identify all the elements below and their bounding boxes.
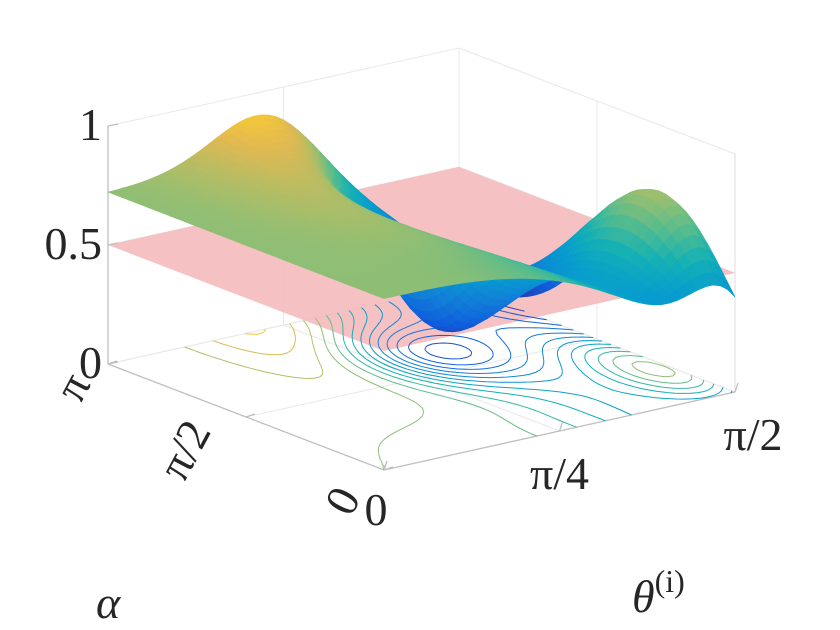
- y-tick-label: 0: [314, 479, 370, 523]
- contour-line: [377, 301, 594, 379]
- x-tick-label: π/2: [723, 409, 782, 460]
- contour-line: [184, 320, 324, 379]
- tick-mark: [383, 466, 394, 471]
- x-axis-label-symbol: θ: [632, 571, 655, 622]
- contour-line: [369, 304, 733, 394]
- tick-mark: [558, 421, 564, 432]
- z-tick-label: 0.5: [45, 218, 103, 269]
- x-tick-label: π/4: [530, 448, 589, 499]
- grid-line: [107, 47, 736, 155]
- y-axis-label: α: [96, 577, 121, 628]
- x-axis-label: θ(i): [632, 563, 685, 622]
- y-tick-label: π/2: [148, 412, 221, 488]
- tick-mark: [107, 242, 119, 246]
- floor-contours: [184, 287, 733, 471]
- tick-mark: [107, 360, 118, 365]
- x-tick-label: 0: [365, 484, 388, 535]
- grid-line: [245, 101, 598, 418]
- surface-patch: [720, 275, 736, 298]
- contour-line: [212, 323, 296, 356]
- contour-line: [360, 307, 724, 416]
- tick-mark: [734, 382, 739, 393]
- tick-mark: [383, 460, 388, 471]
- contour-line: [348, 310, 715, 422]
- surface: [107, 114, 736, 333]
- contour-line: [337, 312, 705, 428]
- axis-labels: α θ(i): [96, 563, 685, 628]
- contour-line: [325, 315, 693, 437]
- contour-line: [244, 328, 267, 335]
- z-tick-label: 1: [79, 99, 102, 150]
- z-tick-label: 0: [79, 337, 102, 388]
- contour-line: [314, 317, 676, 471]
- x-axis-label-superscript: (i): [655, 563, 685, 599]
- tick-mark: [107, 123, 119, 127]
- tick-mark: [245, 413, 256, 418]
